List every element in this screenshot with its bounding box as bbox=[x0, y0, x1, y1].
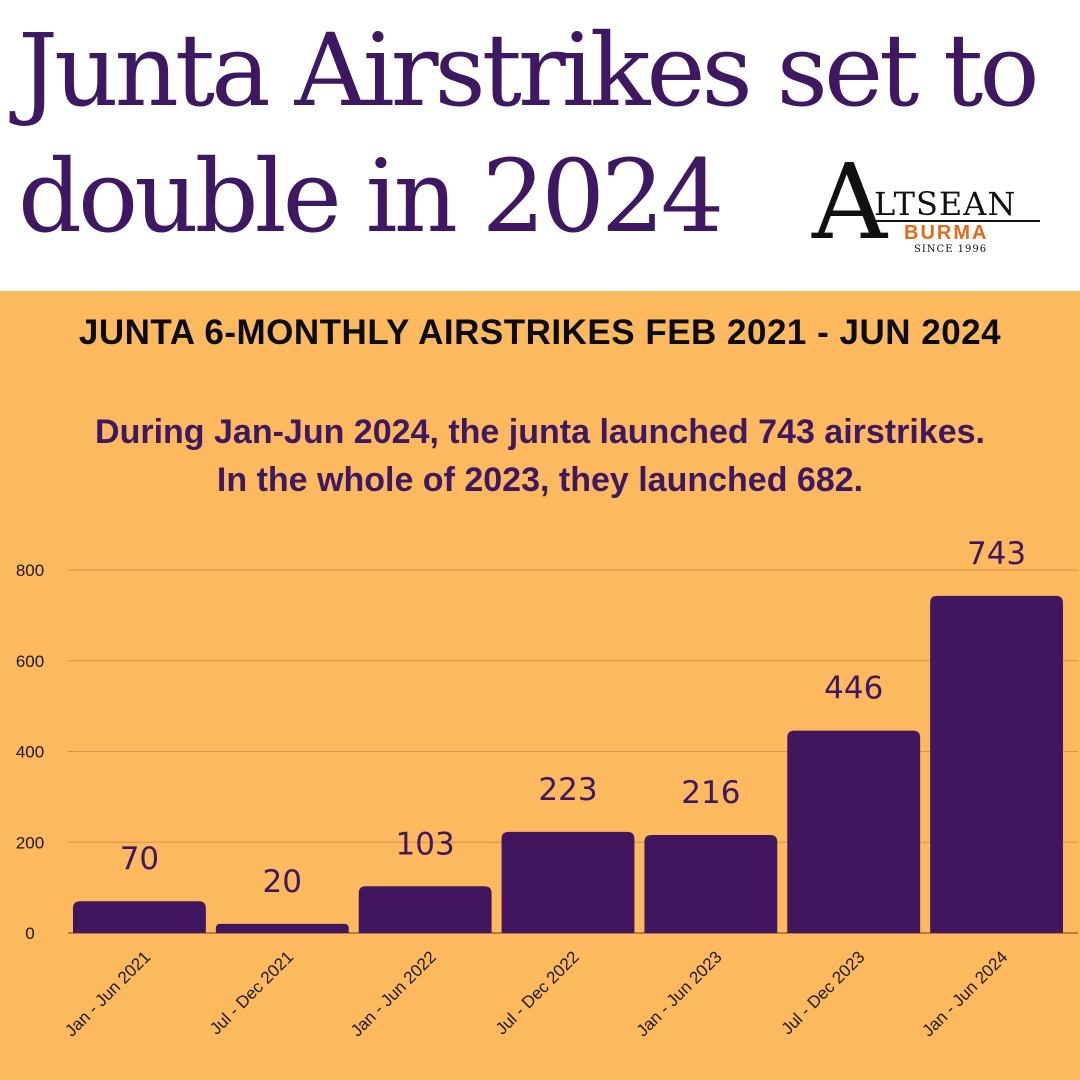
headline-line-1: Junta Airstrikes set to bbox=[18, 12, 1040, 129]
y-tick-label: 200 bbox=[16, 833, 44, 852]
logo-rule bbox=[872, 220, 1040, 222]
x-tick-label: Jul - Dec 2023 bbox=[778, 947, 869, 1038]
logo-initial: A bbox=[812, 141, 888, 263]
y-tick-label: 0 bbox=[25, 924, 34, 943]
bar-jul-dec-2022 bbox=[501, 831, 635, 933]
bar-jul-dec-2021 bbox=[215, 923, 349, 933]
bar-jul-dec-2023 bbox=[787, 730, 921, 933]
data-labels: 70 20 103 223 216 446 743 bbox=[120, 536, 1026, 900]
bar-jan-jun-2024 bbox=[930, 595, 1063, 933]
data-label: 103 bbox=[396, 826, 455, 862]
chart-subtitle: During Jan-Jun 2024, the junta launched … bbox=[0, 408, 1080, 504]
bar-chart: 0 200 400 600 800 70 20 103 223 216 446 743 Jan - … bbox=[16, 536, 1078, 1040]
chart-title: JUNTA 6-MONTHLY AIRSTRIKES FEB 2021 - JU… bbox=[78, 313, 1002, 352]
y-tick-label: 600 bbox=[16, 652, 44, 671]
chart-panel: JUNTA 6-MONTHLY AIRSTRIKES FEB 2021 - JU… bbox=[0, 291, 1080, 1080]
x-axis-ticks: Jan - Jun 2021 Jul - Dec 2021 Jan - Jun 20… bbox=[61, 947, 1011, 1040]
x-tick-label: Jan - Jun 2022 bbox=[347, 947, 440, 1040]
chart-subtitle-line-2: In the whole of 2023, they launched 682. bbox=[216, 461, 864, 499]
bar-jan-jun-2021 bbox=[73, 901, 206, 933]
data-label: 446 bbox=[824, 671, 883, 707]
bars bbox=[73, 595, 1063, 933]
x-tick-label: Jan - Jun 2024 bbox=[918, 947, 1011, 1040]
x-tick-label: Jan - Jun 2021 bbox=[61, 947, 154, 1040]
y-axis-ticks: 0 200 400 600 800 bbox=[16, 561, 44, 943]
x-tick-label: Jul - Dec 2022 bbox=[492, 947, 583, 1038]
data-label: 20 bbox=[263, 864, 302, 900]
y-tick-label: 400 bbox=[16, 743, 44, 762]
logo-wordmark: LTSEAN bbox=[874, 185, 1017, 223]
y-tick-label: 800 bbox=[16, 561, 44, 580]
logo-burma: BURMA bbox=[904, 222, 989, 244]
chart-subtitle-line-1: During Jan-Jun 2024, the junta launched … bbox=[95, 413, 985, 451]
x-tick-label: Jul - Dec 2021 bbox=[206, 947, 297, 1038]
bar-jan-jun-2022 bbox=[358, 886, 492, 933]
data-label: 223 bbox=[538, 772, 597, 808]
headline: Junta Airstrikes set to double in 2024 bbox=[18, 8, 1078, 260]
x-tick-label: Jan - Jun 2023 bbox=[633, 947, 726, 1040]
headline-line-2: double in 2024 bbox=[18, 138, 724, 255]
data-label: 70 bbox=[120, 841, 159, 877]
data-label: 216 bbox=[681, 775, 740, 811]
data-label: 743 bbox=[967, 536, 1026, 572]
altsean-burma-logo: A LTSEAN BURMA SINCE 1996 bbox=[812, 150, 1044, 260]
logo-since: SINCE 1996 bbox=[914, 244, 988, 255]
bar-jan-jun-2023 bbox=[644, 834, 778, 933]
header: Junta Airstrikes set to double in 2024 A… bbox=[0, 0, 1080, 291]
